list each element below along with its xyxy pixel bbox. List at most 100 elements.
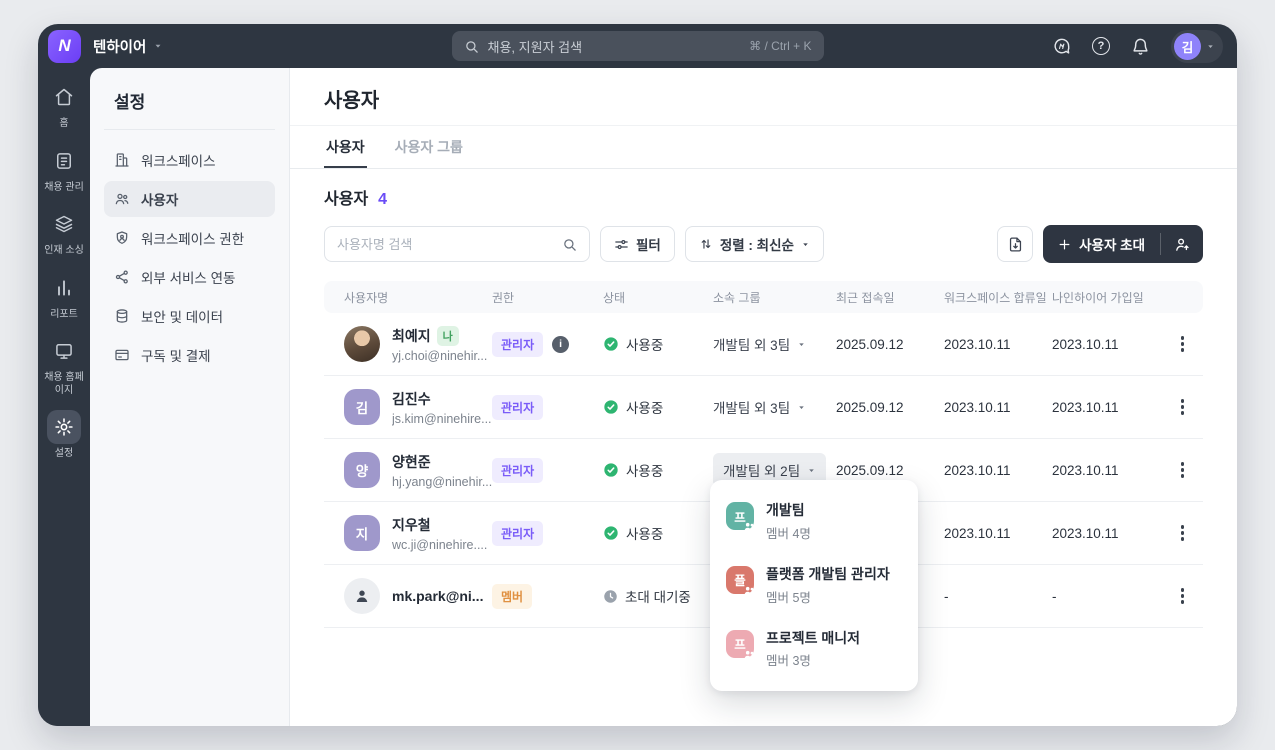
user-menu[interactable]: 김 [1171, 29, 1223, 63]
rail-item-recruiting[interactable]: 채용 관리 [39, 144, 89, 195]
row-menu-kebab-icon[interactable] [1176, 457, 1190, 483]
tab-user-groups[interactable]: 사용자 그룹 [394, 139, 463, 155]
group-dropdown-trigger[interactable]: 개발팀 외 3팀 [713, 397, 806, 417]
chevron-down-icon [809, 468, 814, 472]
invite-link-button[interactable] [1161, 225, 1203, 263]
filter-button[interactable]: 필터 [600, 226, 675, 262]
user-menu-chevron-down-icon [1208, 44, 1213, 48]
row-menu-kebab-icon[interactable] [1176, 583, 1190, 609]
global-search-input[interactable]: 채용, 지원자 검색 ⌘ / Ctrl + K [451, 31, 824, 61]
user-search-box[interactable] [324, 226, 590, 262]
tabs: 사용자 사용자 그룹 [290, 126, 1237, 169]
workspace-join-date: 2023.10.11 [944, 336, 1011, 352]
mini-people-icon [744, 522, 755, 531]
role-badge: 관리자 [492, 331, 544, 357]
global-search-placeholder: 채용, 지원자 검색 [487, 39, 583, 55]
row-menu-kebab-icon[interactable] [1176, 331, 1190, 357]
notifications-bell-icon[interactable] [1131, 37, 1150, 56]
rail-item-home[interactable]: 홈 [39, 80, 89, 131]
group-option-dev-team[interactable]: 프 개발팀 멤버 4명 [710, 490, 918, 554]
search-icon [464, 39, 479, 54]
credit-card-icon [114, 347, 130, 363]
group-dropdown-trigger[interactable]: 개발팀 외 3팀 [713, 334, 806, 354]
nav-rail: 홈 채용 관리 인재 소싱 리포트 [38, 68, 90, 726]
rail-item-reports[interactable]: 리포트 [39, 271, 89, 322]
rail-item-sourcing[interactable]: 인재 소싱 [39, 207, 89, 258]
group-dropdown-panel: 프 개발팀 멤버 4명 플 플랫폼 개발팀 관리자 멤버 5 [710, 480, 918, 692]
layers-icon [47, 207, 81, 241]
sidebar-item-workspace-permissions[interactable]: 워크스페이스 권한 [104, 220, 275, 256]
app-window: N 텐하이어 채용, 지원자 검색 ⌘ / Ctrl + K ? 김 [38, 24, 1237, 726]
page-title: 사용자 [324, 90, 380, 112]
monitor-icon [47, 334, 81, 368]
help-icon[interactable]: ? [1092, 37, 1110, 55]
rail-item-career-site[interactable]: 채용 홈페이지 [39, 334, 89, 397]
signup-date: 2023.10.11 [1052, 462, 1119, 478]
user-avatar: 김 [1174, 32, 1201, 60]
chevron-down-icon [799, 405, 804, 409]
search-icon [562, 237, 577, 252]
status-label: 사용중 [626, 464, 664, 479]
user-search-input[interactable] [337, 236, 562, 252]
user-email: wc.ji@ninehire.... [392, 537, 488, 552]
sidebar-item-billing[interactable]: 구독 및 결제 [104, 337, 275, 373]
sidebar-item-security-data[interactable]: 보안 및 데이터 [104, 298, 275, 334]
recent-access-date: 2025.09.12 [836, 462, 904, 478]
settings-sidebar: 설정 워크스페이스 사용자 [90, 68, 290, 726]
recruiting-doc-icon [47, 144, 81, 178]
export-users-button[interactable] [997, 226, 1034, 262]
app-logo[interactable]: N [48, 29, 81, 63]
invite-user-button[interactable]: 사용자 초대 [1043, 225, 1160, 263]
group-option-platform-admin[interactable]: 플 플랫폼 개발팀 관리자 멤버 5명 [710, 554, 918, 618]
role-badge: 관리자 [492, 457, 544, 483]
shield-person-icon [114, 230, 130, 246]
sidebar-item-integrations[interactable]: 외부 서비스 연동 [104, 259, 275, 295]
search-shortcut-hint: ⌘ / Ctrl + K [749, 39, 812, 53]
workspace-chevron-down-icon[interactable] [153, 41, 163, 51]
settings-title: 설정 [104, 84, 275, 130]
messenger-icon[interactable] [1052, 37, 1071, 56]
workspace-name[interactable]: 텐하이어 [93, 39, 147, 56]
section-title: 사용자 [324, 191, 369, 208]
table-header: 사용자명 권한 상태 소속 그룹 최근 접속일 워크스페이스 합류일 나인하이어… [324, 281, 1203, 313]
mini-people-icon [744, 586, 755, 595]
status-label: 초대 대기중 [625, 590, 691, 605]
role-badge: 관리자 [492, 520, 544, 546]
signup-date: - [1052, 588, 1057, 604]
avatar-person-icon [344, 578, 380, 614]
group-option-project-manager[interactable]: 프 프로젝트 매니저 멤버 3명 [710, 618, 918, 682]
row-menu-kebab-icon[interactable] [1176, 394, 1190, 420]
table-toolbar: 필터 정렬 : 최신순 [324, 225, 1203, 263]
self-badge: 나 [436, 325, 459, 346]
status-check-icon [603, 336, 619, 352]
avatar: 지 [344, 515, 380, 551]
button-divider [1160, 233, 1161, 255]
workspace-building-icon [114, 152, 130, 168]
database-icon [114, 308, 130, 324]
sidebar-item-workspace[interactable]: 워크스페이스 [104, 142, 275, 178]
sort-arrows-icon [699, 237, 713, 251]
group-icon: 프 [726, 502, 755, 531]
chevron-down-icon [799, 342, 804, 346]
rail-item-settings[interactable]: 설정 [39, 410, 89, 461]
status-check-icon [603, 462, 619, 478]
user-count: 4 [378, 191, 388, 208]
sort-button[interactable]: 정렬 : 최신순 [684, 226, 824, 262]
row-menu-kebab-icon[interactable] [1176, 520, 1190, 546]
status-check-icon [603, 525, 619, 541]
main-panel: 사용자 사용자 사용자 그룹 사용자 4 [290, 68, 1237, 726]
tab-users[interactable]: 사용자 [324, 126, 367, 168]
plus-icon [1058, 238, 1071, 251]
table-row: 양 양현준 hj.yang@ninehir... 관리자 사용중 [324, 439, 1203, 502]
workspace-join-date: 2023.10.11 [944, 525, 1011, 541]
info-icon[interactable]: i [552, 335, 570, 353]
sidebar-item-users[interactable]: 사용자 [104, 181, 275, 217]
home-icon [47, 80, 81, 114]
gear-icon [47, 410, 81, 444]
signup-date: 2023.10.11 [1052, 525, 1119, 541]
share-nodes-icon [114, 269, 130, 285]
user-name: 양현준 [392, 453, 431, 470]
user-name: 최예지 [392, 327, 431, 344]
avatar [344, 326, 380, 362]
user-email: hj.yang@ninehir... [392, 474, 493, 489]
